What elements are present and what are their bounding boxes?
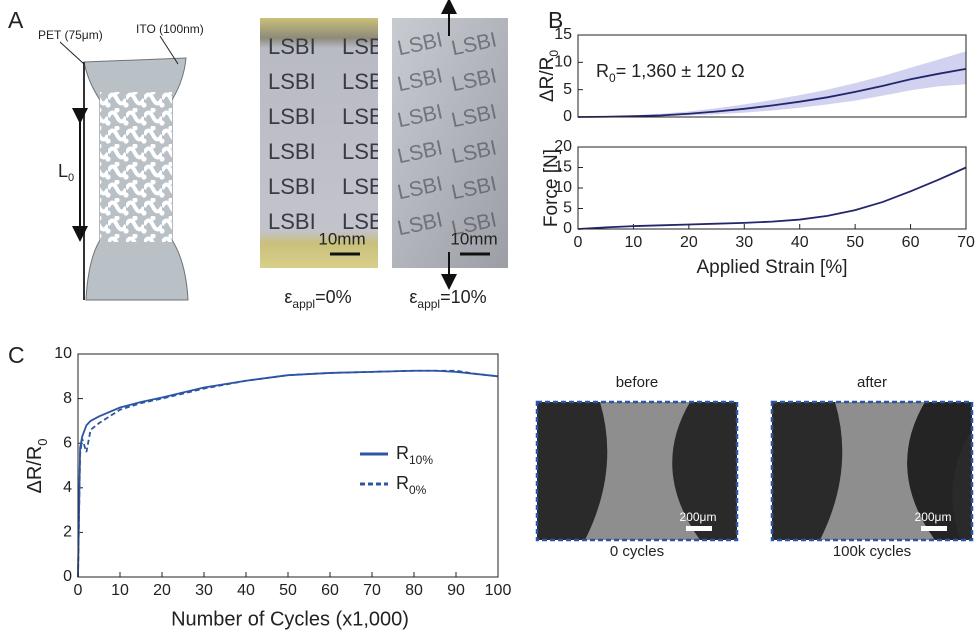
data-line xyxy=(577,68,967,118)
image-caption: 100k cycles xyxy=(833,543,911,560)
image-title: after xyxy=(857,374,887,391)
data-line xyxy=(77,369,499,578)
x-tick-label: 30 xyxy=(195,582,213,599)
y-tick-label: 10 xyxy=(554,54,572,71)
x-tick-label: 90 xyxy=(447,582,465,599)
x-tick-label: 30 xyxy=(735,234,753,251)
strain-label: εappl=10% xyxy=(409,287,486,311)
scale-label: 200μm xyxy=(680,510,717,524)
photo-text: LSBI xyxy=(342,209,390,234)
y-tick-label: 0 xyxy=(563,108,572,125)
y-tick-label: 20 xyxy=(554,138,572,155)
panel-label: C xyxy=(8,342,25,368)
y-axis-label: ΔR/R0 xyxy=(537,50,561,102)
scale-label: 10mm xyxy=(318,229,365,248)
photo-text: LSBI xyxy=(342,104,390,129)
x-tick-label: 40 xyxy=(237,582,255,599)
legend-label: R0% xyxy=(396,473,427,497)
x-tick-label: 40 xyxy=(791,234,809,251)
scale-label: 10mm xyxy=(450,229,497,248)
schematic xyxy=(83,57,189,301)
x-tick-label: 60 xyxy=(321,582,339,599)
material-label: PET (75μm) xyxy=(38,28,103,42)
y-tick-label: 5 xyxy=(563,200,572,217)
photo-text: LSBI xyxy=(342,174,390,199)
photo xyxy=(260,18,378,268)
x-tick-label: 0 xyxy=(574,234,583,251)
y-tick-label: 0 xyxy=(563,220,572,237)
y-tick-label: 15 xyxy=(554,26,572,43)
x-tick-label: 60 xyxy=(902,234,920,251)
x-tick-label: 80 xyxy=(405,582,423,599)
scale-bar xyxy=(921,526,947,531)
annotation: R0= 1,360 ± 120 Ω xyxy=(596,61,745,85)
photo-text: LSBI xyxy=(268,139,316,164)
material-label: ITO (100nm) xyxy=(136,22,204,36)
photo-text: LSBI xyxy=(342,139,390,164)
scale-label: 200μm xyxy=(915,510,952,524)
photo-text: LSBI xyxy=(268,174,316,199)
panel-label: B xyxy=(548,7,563,33)
sem-image xyxy=(535,400,739,542)
y-tick-label: 4 xyxy=(63,479,72,496)
y-tick-label: 2 xyxy=(63,524,72,541)
y-tick-label: 10 xyxy=(554,179,572,196)
sem-image xyxy=(770,400,974,542)
axes-frame xyxy=(77,353,499,578)
photo-text: LSBI xyxy=(268,209,316,234)
y-axis-label: Force [N] xyxy=(541,149,562,227)
y-tick-label: 8 xyxy=(63,390,72,407)
photo-text: LSBI xyxy=(268,69,316,94)
x-tick-label: 0 xyxy=(74,582,83,599)
x-tick-label: 50 xyxy=(279,582,297,599)
panel-label: A xyxy=(8,7,24,33)
legend-label: R10% xyxy=(396,443,433,467)
axes-frame xyxy=(577,146,967,230)
data-line xyxy=(77,369,499,578)
x-tick-label: 10 xyxy=(625,234,643,251)
photo-text: LSBI xyxy=(268,34,316,59)
photo-text: LSBI xyxy=(268,104,316,129)
x-tick-label: 20 xyxy=(153,582,171,599)
x-tick-label: 70 xyxy=(363,582,381,599)
image-title: before xyxy=(616,374,659,391)
scale-bar xyxy=(686,526,712,531)
x-axis-label: Number of Cycles (x1,000) xyxy=(171,608,409,630)
x-tick-label: 70 xyxy=(957,234,975,251)
image-caption: 0 cycles xyxy=(610,543,664,560)
data-line xyxy=(577,166,967,230)
y-tick-label: 6 xyxy=(63,434,72,451)
y-tick-label: 0 xyxy=(63,568,72,585)
length-label: L0 xyxy=(58,161,74,184)
photo-text: LSBI xyxy=(342,69,390,94)
photo xyxy=(392,18,508,268)
y-tick-label: 15 xyxy=(554,159,572,176)
y-axis-label: ΔR/R0 xyxy=(24,438,50,493)
y-tick-label: 10 xyxy=(54,345,72,362)
x-tick-label: 50 xyxy=(846,234,864,251)
x-axis-label: Applied Strain [%] xyxy=(696,257,847,278)
x-tick-label: 100 xyxy=(485,582,512,599)
x-tick-label: 20 xyxy=(680,234,698,251)
y-tick-label: 5 xyxy=(563,81,572,98)
axes-frame xyxy=(577,34,967,118)
strain-label: εappl=0% xyxy=(284,287,351,311)
x-tick-label: 10 xyxy=(111,582,129,599)
leader-line xyxy=(59,41,85,65)
photo-text: LSBI xyxy=(342,34,390,59)
leader-line xyxy=(159,35,179,65)
